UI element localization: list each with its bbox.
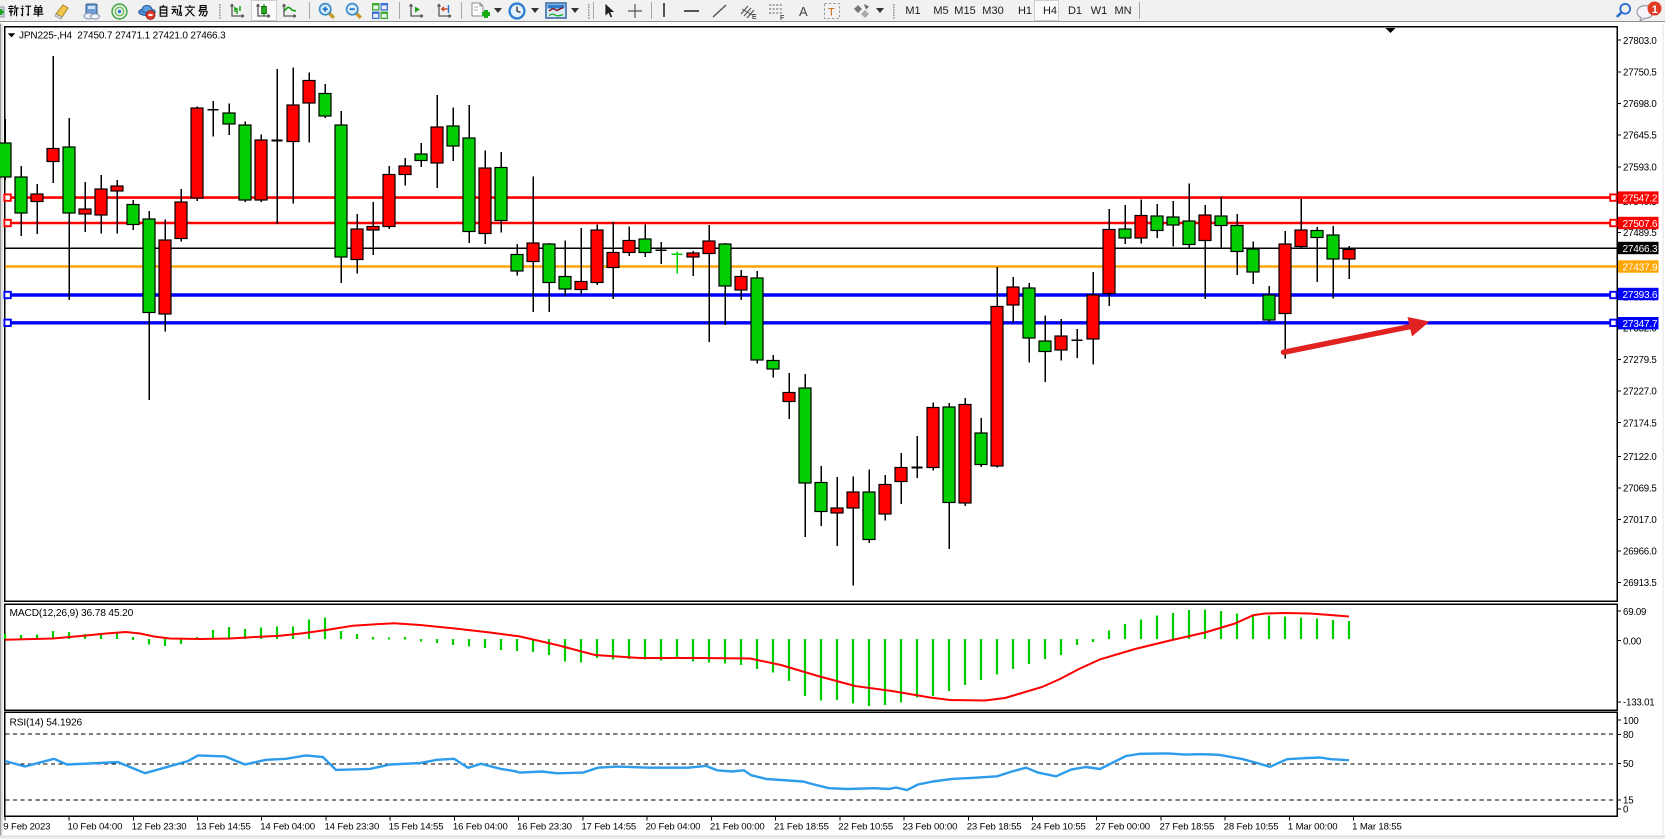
svg-text:21 Feb 00:00: 21 Feb 00:00 xyxy=(710,822,765,833)
svg-text:26966.0: 26966.0 xyxy=(1623,547,1657,558)
svg-text:80: 80 xyxy=(1623,730,1634,741)
svg-text:27069.5: 27069.5 xyxy=(1623,484,1657,495)
svg-text:12 Feb 23:30: 12 Feb 23:30 xyxy=(132,822,187,833)
svg-text:27507.6: 27507.6 xyxy=(1623,219,1658,230)
svg-text:27393.6: 27393.6 xyxy=(1623,290,1658,301)
svg-text:9 Feb 2023: 9 Feb 2023 xyxy=(3,822,50,833)
svg-text:1 Mar 00:00: 1 Mar 00:00 xyxy=(1288,822,1338,833)
svg-text:27347.7: 27347.7 xyxy=(1623,319,1658,330)
svg-text:10 Feb 04:00: 10 Feb 04:00 xyxy=(68,822,123,833)
svg-text:1 Mar 18:55: 1 Mar 18:55 xyxy=(1352,822,1402,833)
svg-text:MACD(12,26,9) 36.78 45.20: MACD(12,26,9) 36.78 45.20 xyxy=(10,608,134,619)
svg-text:27227.0: 27227.0 xyxy=(1623,386,1657,397)
svg-text:27174.5: 27174.5 xyxy=(1623,418,1657,429)
svg-text:27 Feb 00:00: 27 Feb 00:00 xyxy=(1095,822,1150,833)
svg-text:RSI(14) 54.1926: RSI(14) 54.1926 xyxy=(10,718,83,729)
svg-text:0: 0 xyxy=(1623,805,1629,816)
svg-text:27122.0: 27122.0 xyxy=(1623,452,1657,463)
svg-text:15: 15 xyxy=(1623,796,1633,807)
svg-text:27698.0: 27698.0 xyxy=(1623,99,1657,110)
svg-text:27466.3: 27466.3 xyxy=(1623,244,1658,255)
svg-text:23 Feb 18:55: 23 Feb 18:55 xyxy=(967,822,1022,833)
svg-text:15 Feb 14:55: 15 Feb 14:55 xyxy=(389,822,444,833)
svg-text:16 Feb 23:30: 16 Feb 23:30 xyxy=(517,822,572,833)
svg-text:14 Feb 23:30: 14 Feb 23:30 xyxy=(324,822,379,833)
svg-text:27 Feb 18:55: 27 Feb 18:55 xyxy=(1159,822,1214,833)
svg-text:21 Feb 18:55: 21 Feb 18:55 xyxy=(774,822,829,833)
svg-text:27750.5: 27750.5 xyxy=(1623,68,1657,79)
svg-text:69.09: 69.09 xyxy=(1623,607,1646,618)
svg-text:F: F xyxy=(780,15,784,21)
svg-text:23 Feb 00:00: 23 Feb 00:00 xyxy=(903,822,958,833)
svg-text:27437.9: 27437.9 xyxy=(1623,262,1658,273)
svg-text:17 Feb 14:55: 17 Feb 14:55 xyxy=(581,822,636,833)
svg-text:26913.5: 26913.5 xyxy=(1623,578,1657,589)
svg-text:27279.5: 27279.5 xyxy=(1623,355,1657,366)
svg-text:27489.5: 27489.5 xyxy=(1623,228,1657,239)
svg-text:0.00: 0.00 xyxy=(1623,636,1642,647)
svg-text:22 Feb 10:55: 22 Feb 10:55 xyxy=(838,822,893,833)
svg-text:-133.01: -133.01 xyxy=(1623,697,1654,708)
svg-text:E: E xyxy=(752,14,757,21)
svg-text:13 Feb 14:55: 13 Feb 14:55 xyxy=(196,822,251,833)
svg-text:27017.0: 27017.0 xyxy=(1623,515,1657,526)
svg-text:27645.5: 27645.5 xyxy=(1623,131,1657,142)
svg-text:JPN225-,H4 27450.7 27471.1 27: JPN225-,H4 27450.7 27471.1 27421.0 27466… xyxy=(19,31,226,42)
svg-text:27803.0: 27803.0 xyxy=(1623,36,1657,47)
svg-text:1: 1 xyxy=(1652,4,1658,16)
svg-text:27547.2: 27547.2 xyxy=(1623,193,1658,204)
svg-text:T: T xyxy=(828,7,835,19)
svg-text:28 Feb 10:55: 28 Feb 10:55 xyxy=(1224,822,1279,833)
svg-text:100: 100 xyxy=(1623,716,1639,727)
svg-text:24 Feb 10:55: 24 Feb 10:55 xyxy=(1031,822,1086,833)
svg-text:20 Feb 04:00: 20 Feb 04:00 xyxy=(646,822,701,833)
svg-text:50: 50 xyxy=(1623,759,1634,770)
svg-text:27593.0: 27593.0 xyxy=(1623,162,1657,173)
svg-text:16 Feb 04:00: 16 Feb 04:00 xyxy=(453,822,508,833)
svg-text:14 Feb 04:00: 14 Feb 04:00 xyxy=(260,822,315,833)
